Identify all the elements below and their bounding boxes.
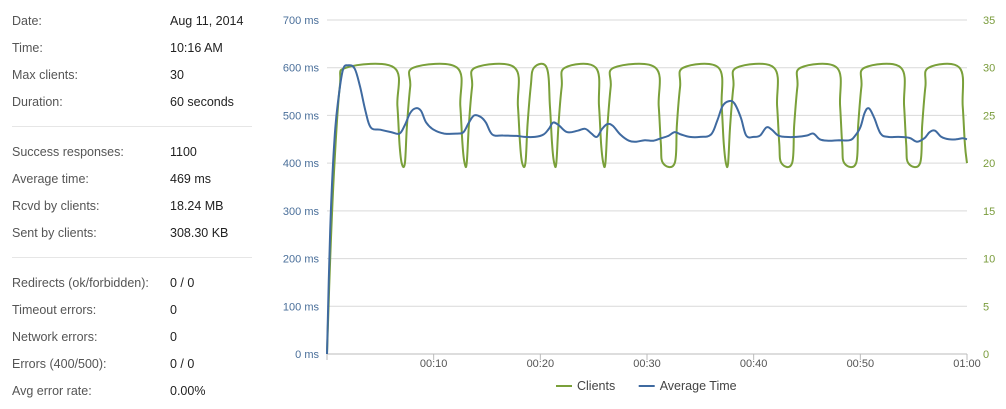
y-left-tick-label: 600 ms — [283, 63, 320, 75]
stat-label: Success responses: — [12, 145, 124, 159]
stat-value: 0 / 0 — [170, 357, 195, 371]
y-left-tick-label: 200 ms — [283, 254, 320, 266]
stat-value: 469 ms — [170, 172, 211, 186]
stat-row: Sent by clients: 308.30 KB — [12, 220, 252, 247]
stat-row: Timeout errors: 0 — [12, 297, 252, 324]
y-left-tick-label: 500 ms — [283, 110, 320, 122]
y-left-tick-label: 100 ms — [283, 301, 320, 313]
series-line-average-time — [326, 64, 968, 355]
y-right-tick-label: 0 — [983, 349, 989, 361]
stat-label: Timeout errors: — [12, 303, 97, 317]
stat-row: Redirects (ok/forbidden): 0 / 0 — [12, 270, 252, 297]
stat-label: Avg error rate: — [12, 384, 92, 398]
series-line-clients — [326, 62, 968, 355]
y-left-tick-label: 0 ms — [295, 349, 319, 361]
stat-value: 18.24 MB — [170, 199, 224, 213]
stat-value: 0 — [170, 303, 177, 317]
stat-label: Time: — [12, 41, 43, 55]
stat-value: 0 / 0 — [170, 276, 195, 290]
stat-value: 60 seconds — [170, 95, 234, 109]
stat-label: Duration: — [12, 95, 63, 109]
legend-item-label: Average Time — [660, 379, 737, 393]
y-left-tick-label: 700 ms — [283, 15, 320, 27]
x-tick-label: 01:00 — [953, 358, 981, 370]
y-right-tick-label: 25 — [983, 110, 995, 122]
y-left-tick-label: 300 ms — [283, 206, 320, 218]
y-right-tick-label: 15 — [983, 206, 995, 218]
stats-divider — [12, 126, 252, 127]
stat-row: Time: 10:16 AM — [12, 35, 252, 62]
x-tick-label: 00:20 — [527, 358, 555, 370]
y-right-tick-label: 10 — [983, 254, 995, 266]
stat-label: Max clients: — [12, 68, 78, 82]
stat-row: Max clients: 30 — [12, 62, 252, 89]
stats-panel: Date: Aug 11, 2014 Time: 10:16 AM Max client… — [12, 8, 252, 405]
stats-divider — [12, 257, 252, 258]
stat-row: Avg error rate: 0.00% — [12, 378, 252, 405]
y-left-tick-label: 400 ms — [283, 158, 320, 170]
stat-value: 0.00% — [170, 384, 206, 398]
stat-label: Network errors: — [12, 330, 98, 344]
y-right-tick-label: 5 — [983, 301, 989, 313]
legend-item-label: Clients — [577, 379, 615, 393]
stat-label: Redirects (ok/forbidden): — [12, 276, 149, 290]
y-right-tick-label: 35 — [983, 15, 995, 27]
y-right-tick-label: 20 — [983, 158, 995, 170]
stats-group: Date: Aug 11, 2014 Time: 10:16 AM Max client… — [12, 8, 252, 116]
stat-row: Success responses: 1100 — [12, 139, 252, 166]
stat-label: Errors (400/500): — [12, 357, 107, 371]
stat-value: Aug 11, 2014 — [170, 14, 244, 28]
y-right-tick-label: 30 — [983, 63, 995, 75]
stat-value: 308.30 KB — [170, 226, 229, 240]
stat-value: 1100 — [170, 145, 197, 159]
stat-row: Date: Aug 11, 2014 — [12, 8, 252, 35]
stat-row: Average time: 469 ms — [12, 166, 252, 193]
stat-row: Network errors: 0 — [12, 324, 252, 351]
stat-value: 0 — [170, 330, 177, 344]
x-tick-label: 00:40 — [740, 358, 768, 370]
stat-row: Errors (400/500): 0 / 0 — [12, 351, 252, 378]
stat-label: Sent by clients: — [12, 226, 97, 240]
stat-label: Average time: — [12, 172, 89, 186]
x-tick-label: 00:30 — [633, 358, 661, 370]
x-tick-label: 00:50 — [847, 358, 875, 370]
stat-row: Duration: 60 seconds — [12, 89, 252, 116]
stat-label: Rcvd by clients: — [12, 199, 100, 213]
stat-label: Date: — [12, 14, 42, 28]
stats-group: Success responses: 1100 Average time: 469 m… — [12, 139, 252, 247]
x-tick-label: 00:10 — [420, 358, 448, 370]
stat-value: 10:16 AM — [170, 41, 223, 55]
stats-group: Redirects (ok/forbidden): 0 / 0 Timeout er… — [12, 270, 252, 405]
stat-row: Rcvd by clients: 18.24 MB — [12, 193, 252, 220]
stat-value: 30 — [170, 68, 184, 82]
